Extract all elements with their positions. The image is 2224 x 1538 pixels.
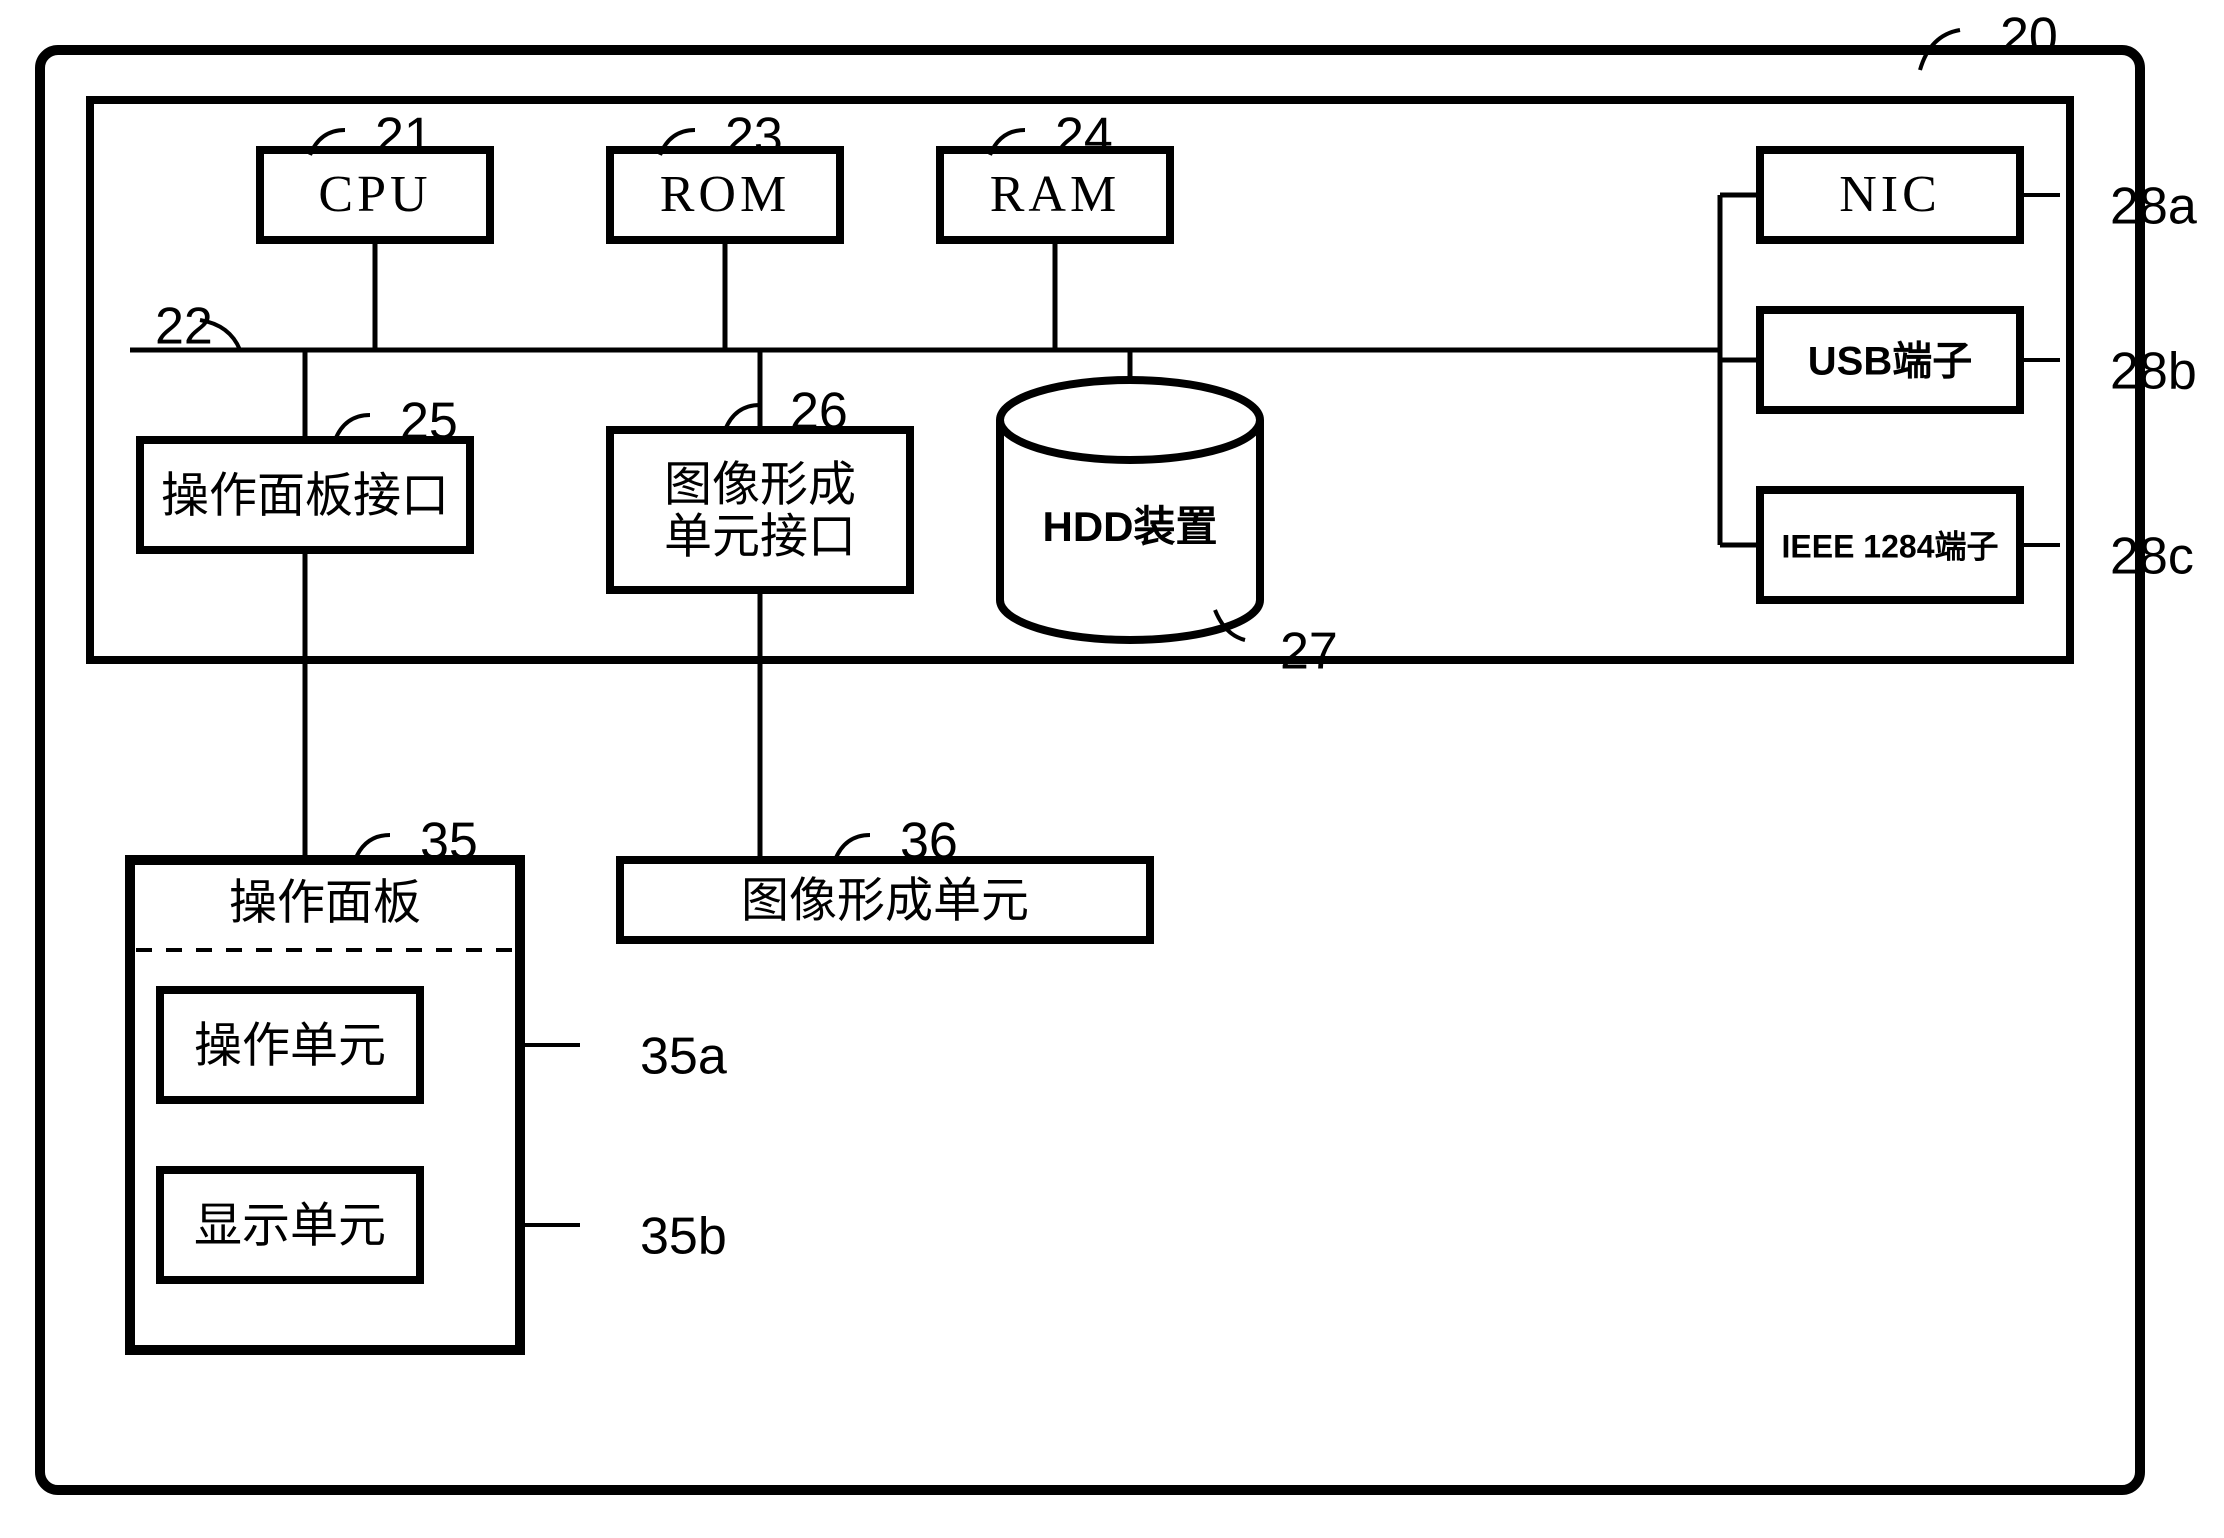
svg-text:23: 23 (725, 108, 783, 166)
svg-text:26: 26 (790, 383, 848, 441)
svg-text:HDD装置: HDD装置 (1043, 503, 1218, 550)
svg-text:CPU: CPU (318, 166, 431, 223)
svg-text:35b: 35b (640, 1208, 727, 1266)
svg-text:操作单元: 操作单元 (194, 1020, 386, 1073)
svg-text:22: 22 (155, 298, 213, 356)
svg-text:图像形成单元: 图像形成单元 (741, 875, 1029, 928)
svg-text:显示单元: 显示单元 (194, 1200, 386, 1253)
svg-text:28c: 28c (2110, 528, 2194, 586)
svg-text:20: 20 (2000, 8, 2058, 66)
svg-text:28a: 28a (2110, 178, 2197, 236)
svg-text:28b: 28b (2110, 343, 2197, 401)
svg-text:图像形成: 图像形成 (664, 459, 856, 512)
svg-text:24: 24 (1055, 108, 1113, 166)
svg-text:25: 25 (400, 393, 458, 451)
svg-text:操作面板: 操作面板 (229, 877, 421, 930)
svg-text:35: 35 (420, 813, 478, 871)
svg-text:NIC: NIC (1839, 166, 1941, 223)
svg-text:单元接口: 单元接口 (664, 511, 856, 564)
svg-text:21: 21 (375, 108, 433, 166)
svg-text:IEEE 1284端子: IEEE 1284端子 (1781, 528, 1998, 564)
svg-text:36: 36 (900, 813, 958, 871)
svg-text:35a: 35a (640, 1028, 727, 1086)
svg-text:27: 27 (1280, 623, 1338, 681)
svg-text:RAM: RAM (990, 166, 1120, 223)
svg-text:操作面板接口: 操作面板接口 (161, 470, 449, 523)
svg-text:ROM: ROM (660, 166, 790, 223)
svg-text:USB端子: USB端子 (1808, 340, 1972, 384)
